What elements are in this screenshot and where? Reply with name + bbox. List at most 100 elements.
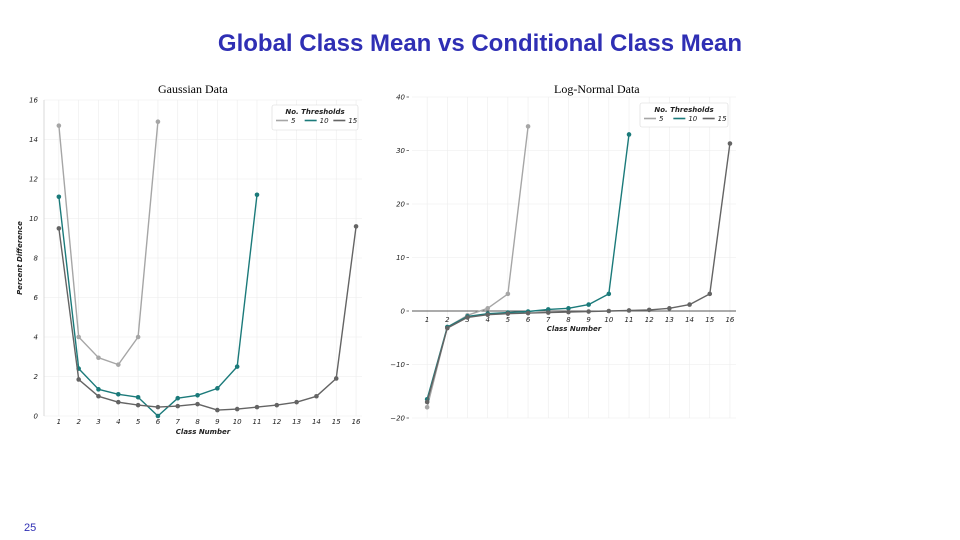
data-point-15 bbox=[333, 376, 339, 381]
data-point-15 bbox=[76, 377, 81, 382]
data-point-10 bbox=[234, 364, 240, 369]
x-tick-label: 10 bbox=[233, 418, 242, 426]
data-point-5 bbox=[155, 119, 161, 125]
y-tick-label: 12 bbox=[29, 176, 38, 184]
x-tick-label: 14 bbox=[312, 418, 321, 426]
y-tick-label: 14 bbox=[29, 136, 38, 144]
page-number: 25 bbox=[24, 522, 37, 534]
legend-label-5: 5 bbox=[659, 115, 664, 123]
y-tick-label: 10 bbox=[29, 215, 38, 223]
legend-label-15: 15 bbox=[348, 117, 357, 125]
data-point-10 bbox=[195, 392, 200, 398]
x-tick-label: 1 bbox=[57, 418, 61, 426]
data-point-15 bbox=[135, 402, 141, 408]
y-axis-label: Percent Difference bbox=[16, 221, 24, 295]
x-tick-label: 9 bbox=[586, 316, 591, 324]
data-point-10 bbox=[545, 307, 551, 312]
data-point-15 bbox=[215, 407, 220, 413]
data-point-15 bbox=[707, 291, 713, 297]
x-tick-label: 1 bbox=[425, 316, 429, 324]
data-point-10 bbox=[254, 192, 260, 198]
y-tick-label: 16 bbox=[29, 97, 38, 105]
y-tick-label: 0 bbox=[401, 308, 406, 316]
x-tick-label: 16 bbox=[352, 418, 361, 426]
x-axis-label: Class Number bbox=[547, 325, 602, 333]
data-point-15 bbox=[545, 310, 551, 315]
x-tick-label: 16 bbox=[725, 316, 734, 324]
y-tick-label: 4 bbox=[34, 334, 38, 342]
x-tick-label: 14 bbox=[685, 316, 694, 324]
x-tick-label: 8 bbox=[566, 316, 571, 324]
x-tick-label: 13 bbox=[292, 418, 301, 426]
data-point-10 bbox=[606, 291, 612, 297]
legend-label-10: 10 bbox=[320, 117, 329, 125]
data-point-5 bbox=[424, 405, 430, 410]
legend-title: No. Thresholds bbox=[654, 106, 713, 114]
data-point-15 bbox=[155, 404, 161, 410]
data-point-15 bbox=[234, 406, 240, 412]
x-tick-label: 7 bbox=[546, 316, 551, 324]
data-point-15 bbox=[667, 306, 672, 311]
x-axis-label: Class Number bbox=[176, 428, 231, 436]
x-tick-label: 2 bbox=[445, 316, 450, 324]
y-tick-label: 30 bbox=[396, 147, 405, 155]
x-tick-label: 5 bbox=[136, 418, 141, 426]
data-point-10 bbox=[566, 306, 571, 311]
data-point-15 bbox=[606, 308, 612, 314]
chart-title-gaussian: Gaussian Data bbox=[158, 82, 228, 96]
data-point-10 bbox=[155, 413, 161, 419]
legend-box bbox=[639, 102, 729, 128]
data-point-15 bbox=[626, 308, 632, 313]
x-tick-label: 12 bbox=[645, 316, 654, 324]
data-point-10 bbox=[215, 386, 220, 391]
x-tick-label: 8 bbox=[195, 418, 200, 426]
data-point-15 bbox=[525, 310, 531, 316]
data-point-10 bbox=[115, 391, 121, 397]
x-tick-label: 5 bbox=[506, 316, 511, 324]
x-tick-label: 10 bbox=[604, 316, 613, 324]
series-line-15 bbox=[426, 143, 731, 403]
y-tick-label: 20 bbox=[396, 201, 405, 209]
data-point-15 bbox=[195, 401, 200, 407]
y-tick-label: −10 bbox=[390, 361, 405, 369]
x-tick-label: 15 bbox=[332, 418, 341, 426]
x-tick-label: 3 bbox=[465, 316, 469, 324]
data-point-15 bbox=[56, 226, 62, 231]
data-point-10 bbox=[626, 132, 632, 137]
data-point-15 bbox=[445, 325, 450, 331]
x-tick-label: 11 bbox=[253, 418, 262, 426]
data-point-15 bbox=[687, 302, 692, 307]
series-line-5 bbox=[58, 121, 159, 366]
y-tick-label: 10 bbox=[396, 254, 405, 262]
data-point-10 bbox=[135, 394, 141, 400]
data-point-15 bbox=[465, 315, 470, 320]
data-point-15 bbox=[353, 224, 359, 229]
data-point-15 bbox=[424, 399, 430, 405]
y-tick-label: 8 bbox=[34, 255, 39, 263]
data-point-15 bbox=[96, 393, 101, 399]
x-tick-label: 4 bbox=[485, 316, 489, 324]
x-tick-label: 2 bbox=[76, 418, 81, 426]
data-point-10 bbox=[586, 302, 591, 307]
data-point-15 bbox=[314, 393, 319, 399]
chart-title-lognormal: Log-Normal Data bbox=[554, 82, 640, 96]
legend-label-5: 5 bbox=[291, 117, 296, 125]
data-point-15 bbox=[274, 402, 280, 408]
data-point-15 bbox=[505, 311, 511, 316]
data-point-5 bbox=[96, 355, 101, 361]
data-point-15 bbox=[586, 309, 591, 314]
legend-title: No. Thresholds bbox=[285, 108, 344, 116]
data-point-15 bbox=[646, 307, 652, 313]
data-point-5 bbox=[115, 362, 121, 367]
y-tick-label: 6 bbox=[34, 294, 39, 302]
data-point-15 bbox=[566, 309, 571, 315]
data-point-5 bbox=[56, 123, 62, 128]
x-tick-label: 6 bbox=[526, 316, 531, 324]
series-line-5 bbox=[426, 126, 529, 408]
x-tick-label: 7 bbox=[176, 418, 181, 426]
data-point-15 bbox=[727, 141, 733, 146]
x-tick-label: 4 bbox=[116, 418, 120, 426]
